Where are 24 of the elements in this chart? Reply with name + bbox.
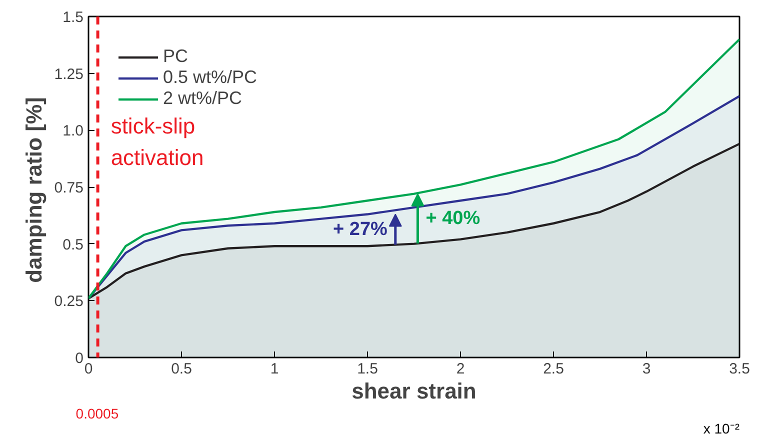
x-tick-label: 1.5 bbox=[357, 360, 378, 378]
legend-label: 2 wt%/PC bbox=[163, 88, 242, 109]
y-tick-label: 1.0 bbox=[62, 122, 84, 140]
y-tick-label: 1.25 bbox=[54, 66, 84, 83]
y-tick-label: 0.25 bbox=[54, 293, 84, 310]
x-tick-label: 3.5 bbox=[729, 360, 750, 378]
y-tick-label: 0 bbox=[75, 350, 84, 367]
annotation: stick-slip activation bbox=[110, 114, 204, 170]
annotation: + 27% bbox=[333, 219, 388, 240]
x-tick-label: 1 bbox=[270, 360, 279, 378]
y-axis-title: damping ratio [%] bbox=[21, 97, 46, 283]
legend-label: PC bbox=[163, 46, 188, 67]
legend-label: 0.5 wt%/PC bbox=[163, 67, 258, 88]
x-tick-label: 3 bbox=[642, 360, 651, 378]
y-tick-label: 0.5 bbox=[62, 236, 84, 254]
y-tick-label: 0.75 bbox=[54, 180, 84, 196]
x-tick-label: 0.5 bbox=[171, 360, 192, 378]
x-tick-label: 2.5 bbox=[543, 360, 564, 378]
x-axis-title: shear strain bbox=[352, 378, 476, 404]
text: 0.0005 bbox=[76, 406, 119, 422]
x-tick-label: 2 bbox=[456, 360, 465, 378]
annotation: + 40% bbox=[426, 208, 480, 230]
y-tick-label: 1.5 bbox=[62, 9, 84, 26]
text: x 10⁻² bbox=[703, 420, 740, 436]
